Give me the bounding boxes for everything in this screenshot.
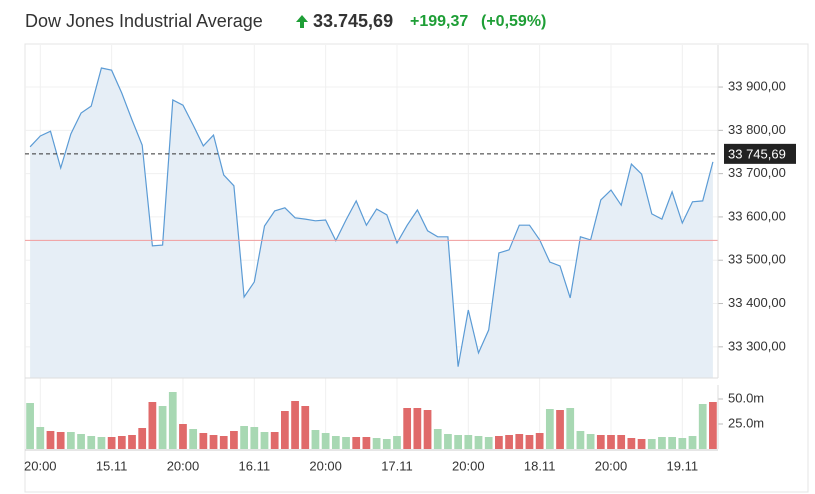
volume-bar [586,434,595,449]
volume-bar [709,402,717,449]
volume-bar [46,431,55,449]
volume-bar [382,439,391,449]
price: 33.745,69 [313,11,393,31]
volume-bar [637,439,646,449]
volume-bar [250,427,259,449]
volume-bar [199,433,208,449]
y-tick-label: 33 700,00 [728,165,786,180]
volume-bar [668,437,677,449]
volume-bar [138,428,147,449]
x-tick-label: 18.11 [524,458,556,473]
volume-bar [525,435,534,449]
y-tick-label: 33 300,00 [728,338,786,353]
volume-bar [168,392,177,449]
volume-bar [596,435,605,449]
volume-bar [545,409,554,449]
volume-bar [342,437,350,449]
volume-bar [128,435,136,449]
x-tick-label: 17.11 [381,458,413,473]
volume-bar [454,435,462,449]
x-tick-label: 20:00 [24,458,57,473]
volume-bar [36,427,45,449]
current-value-box [724,143,796,164]
volume-bar [117,436,126,449]
plot: 20:00 15.11 20:00 16.11 20:00 17.11 20:00 18.11… [24,45,796,473]
volume-bar [505,435,513,449]
volume-bar [352,437,361,449]
volume-bar [331,436,340,449]
current-value-label: 33 745,69 [728,146,786,161]
volume-bar [158,406,167,449]
volume-bar [495,436,503,449]
chart-frame [24,43,809,493]
volume-bar [148,402,157,449]
volume-bar [230,431,238,449]
volume-bar [209,435,218,449]
y-tick-label: 33 400,00 [728,295,786,310]
change: +199,37 [410,13,468,30]
volume-bar [260,432,269,449]
volume-bar [698,404,707,449]
x-tick-label: 20:00 [309,458,342,473]
volume-bar [240,426,248,449]
y-tick-label: 33 600,00 [728,208,786,223]
up-arrow [296,15,308,28]
chart-title: Dow Jones Industrial Average [25,11,263,31]
volume-bar [97,437,106,449]
y-tick-label: 33 500,00 [728,252,786,267]
volume-bar [372,438,381,449]
volume-bar [617,435,626,449]
volume-bar [433,429,442,449]
volume-bar [219,436,228,449]
volume-bar [464,435,473,449]
volume-bar [179,424,187,449]
volume-bar [291,401,299,449]
volume-bar [535,433,544,449]
volume-bar [77,434,85,449]
volume-bar [484,437,493,449]
y-tick-label: 33 800,00 [728,122,786,137]
volume-bar [423,410,432,449]
volume-bar [474,436,483,449]
price-line [29,67,714,367]
volume-bar [678,438,687,449]
x-tick-label: 20:00 [452,458,485,473]
volume-bar [107,437,116,449]
volume-tick-label: 25.0m [728,415,764,430]
volume-bar [688,436,697,449]
volume-bar [26,403,34,449]
volume-bar [556,410,564,449]
volume-bar [393,436,401,449]
volume-bar [362,437,371,449]
x-tick-label: 16.11 [239,458,271,473]
y-tick-label: 33 900,00 [728,78,786,93]
volume-bar [311,430,320,449]
x-tick-label: 15.11 [96,458,128,473]
volume-tick-label: 50.0m [728,390,764,405]
volume-bar [444,434,452,449]
volume-bar [87,436,96,449]
price-area [30,68,713,378]
x-tick-label: 20:00 [595,458,628,473]
x-tick-label: 19.11 [667,458,699,473]
change-percent: (+0,59%) [481,13,546,30]
volume-bar [270,432,279,449]
volume-bar [627,438,636,449]
volume-bar [321,433,330,449]
x-tick-label: 20:00 [167,458,200,473]
volume-bar [301,406,310,449]
volume-bar [576,431,585,449]
volume-bar [566,408,575,449]
volume-bar [403,408,412,449]
volume-bar [189,429,198,449]
volume-bar [66,432,75,449]
volume-bar [647,439,656,449]
volume-bar [607,435,615,449]
volume-bar [281,411,289,449]
volume-bar [56,432,65,449]
volume-bar [413,408,422,449]
volume-bar [658,437,666,449]
volume-bar [515,434,524,449]
